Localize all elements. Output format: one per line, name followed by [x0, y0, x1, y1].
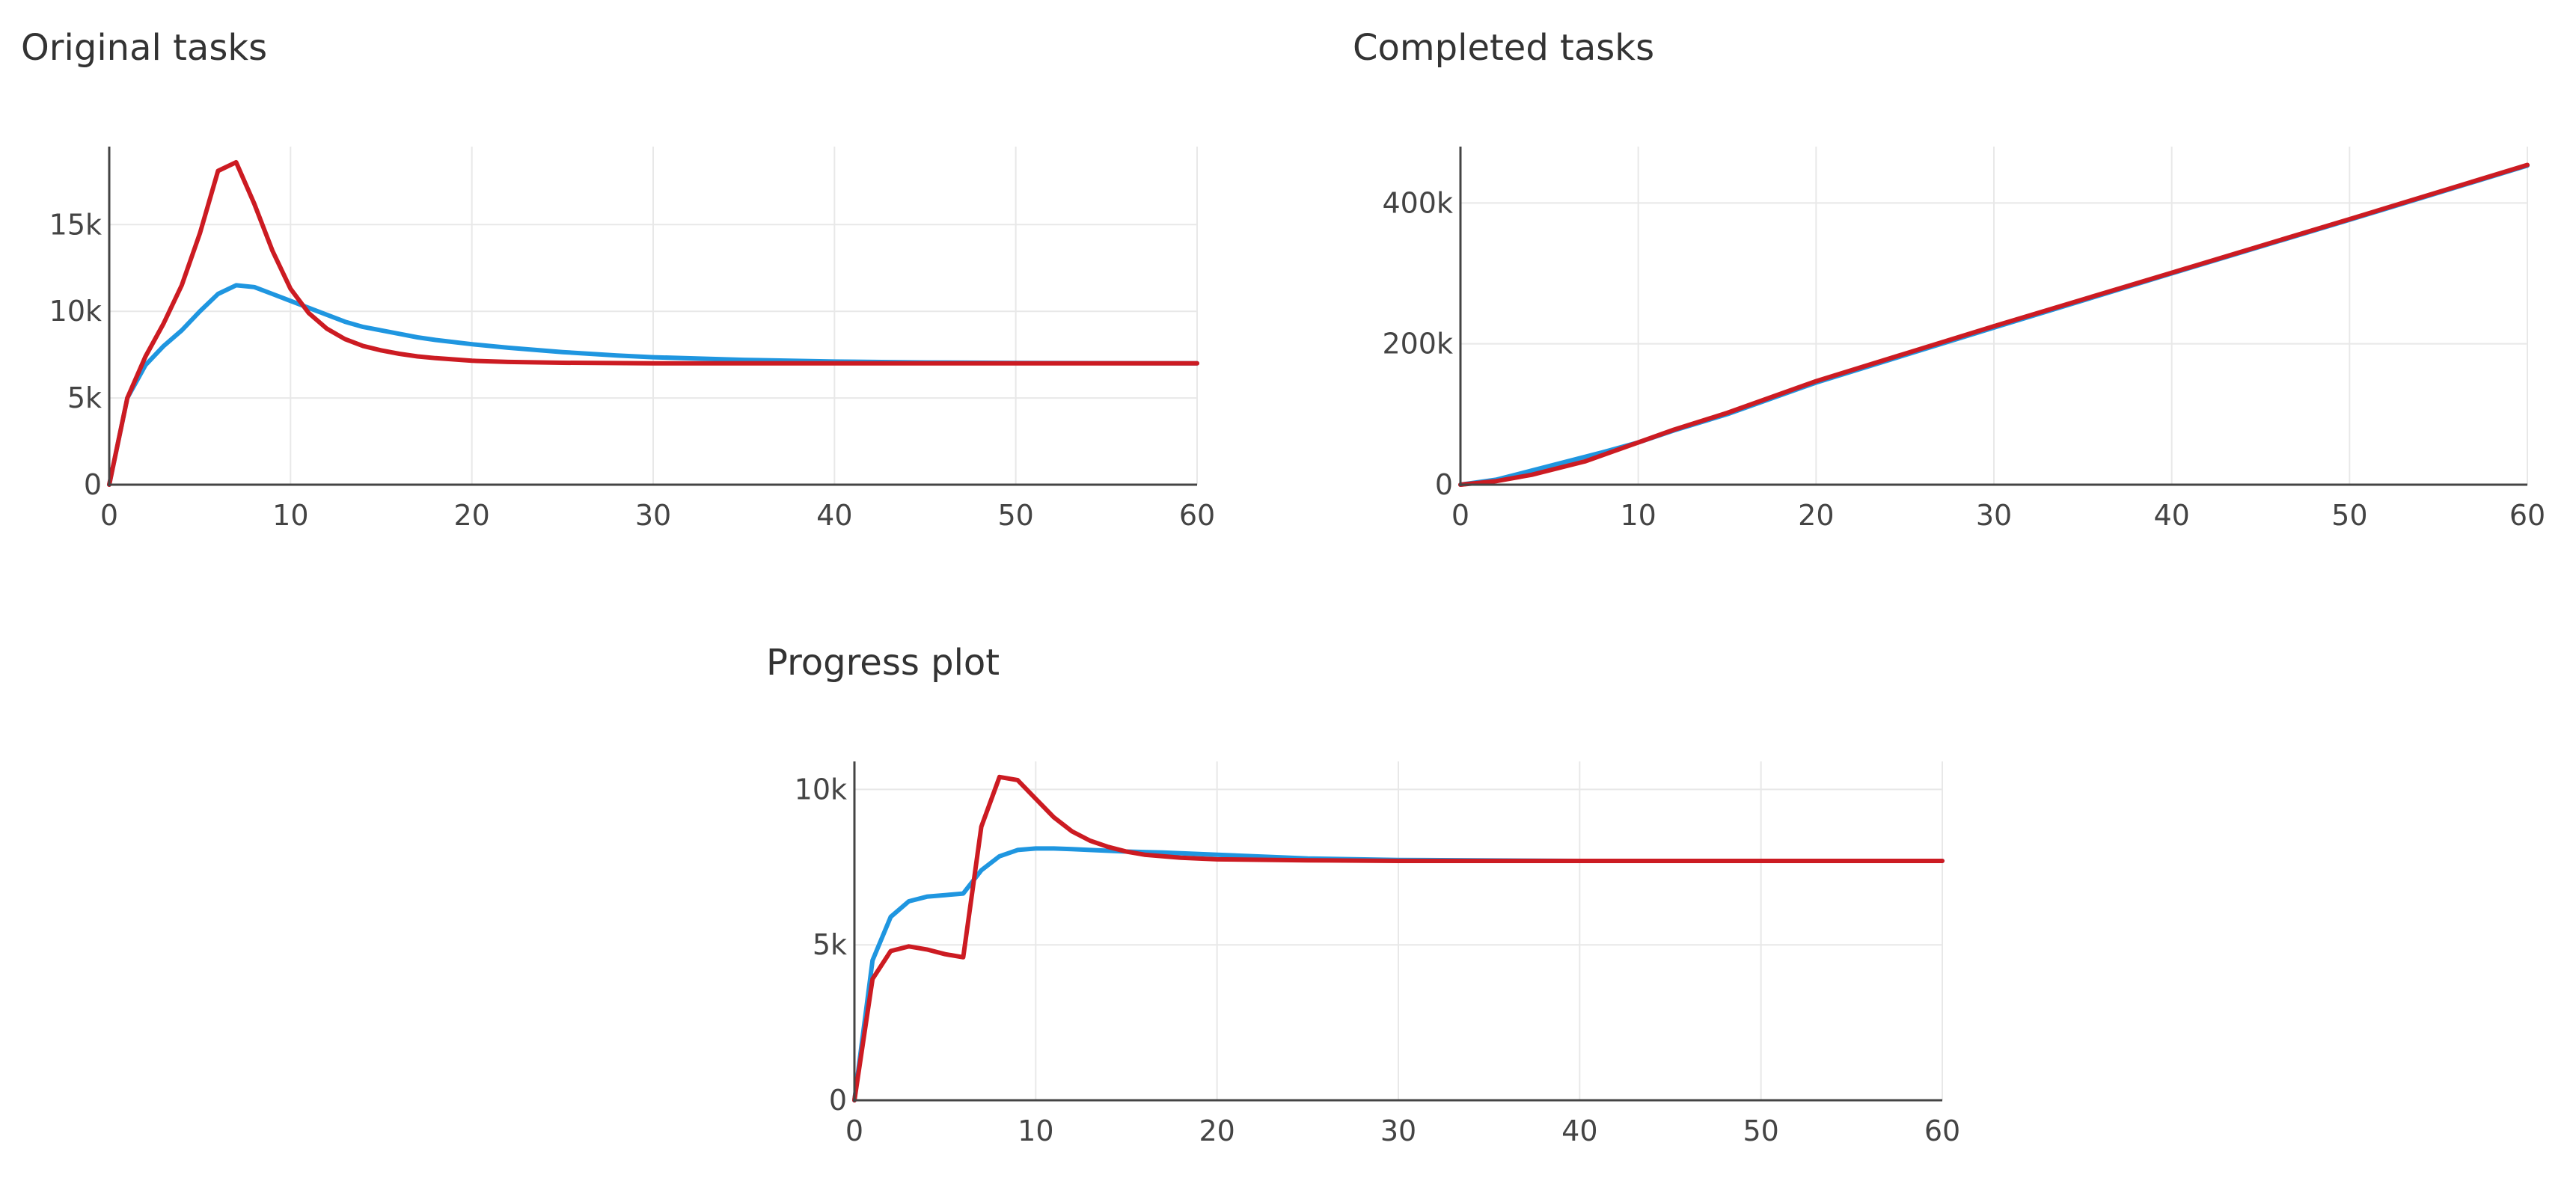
x-tick-label: 50: [1743, 1114, 1778, 1147]
x-tick-label: 20: [1199, 1114, 1235, 1147]
chart-title-original-tasks: Original tasks: [21, 27, 267, 69]
red-series-line: [107, 159, 1199, 487]
x-tick-label: 0: [1451, 499, 1469, 532]
x-tick-label: 60: [1179, 499, 1215, 532]
y-tick-label: 0: [1435, 468, 1453, 501]
y-tick-label: 10k: [795, 773, 847, 806]
red-series-line: [1458, 162, 2530, 487]
chart-original-tasks: Original tasks 0 10 20 30 40 50 60 0 5k 10k 15k: [21, 27, 1215, 532]
red-series-line: [852, 774, 1945, 1103]
x-tick-label: 30: [1976, 499, 2012, 532]
x-tick-label: 50: [2331, 499, 2367, 532]
chart-completed-tasks: Completed tasks 0 10 20 30 40 50 60 0 200k 400k: [1353, 27, 2545, 532]
x-tick-label: 60: [1924, 1114, 1960, 1147]
x-tick-label: 20: [1798, 499, 1834, 532]
y-tick-label: 15k: [49, 208, 102, 241]
y-tick-label: 0: [84, 468, 102, 501]
x-tick-label: 60: [2509, 499, 2545, 532]
y-tick-label: 10k: [49, 295, 102, 328]
x-tick-label: 0: [845, 1114, 863, 1147]
y-tick-label: 400k: [1382, 186, 1453, 219]
x-tick-label: 10: [1620, 499, 1656, 532]
blue-series-line: [107, 283, 1199, 487]
x-tick-label: 30: [635, 499, 671, 532]
y-tick-label: 5k: [67, 381, 102, 414]
x-tick-label: 10: [1018, 1114, 1053, 1147]
x-tick-label: 20: [453, 499, 489, 532]
x-tick-label: 30: [1380, 1114, 1416, 1147]
y-tick-label: 200k: [1382, 328, 1453, 361]
x-tick-label: 40: [2153, 499, 2189, 532]
chart-title-progress-plot: Progress plot: [766, 642, 1000, 684]
x-tick-label: 0: [100, 499, 118, 532]
y-tick-label: 5k: [813, 928, 847, 961]
chart-progress-plot: Progress plot 0 10 20 30 40 50 60 0 5k 10k: [766, 642, 1960, 1147]
x-tick-label: 10: [272, 499, 308, 532]
x-tick-label: 40: [1561, 1114, 1597, 1147]
y-tick-label: 0: [829, 1084, 847, 1117]
x-tick-label: 50: [997, 499, 1033, 532]
x-tick-label: 40: [816, 499, 852, 532]
chart-title-completed-tasks: Completed tasks: [1353, 27, 1654, 69]
